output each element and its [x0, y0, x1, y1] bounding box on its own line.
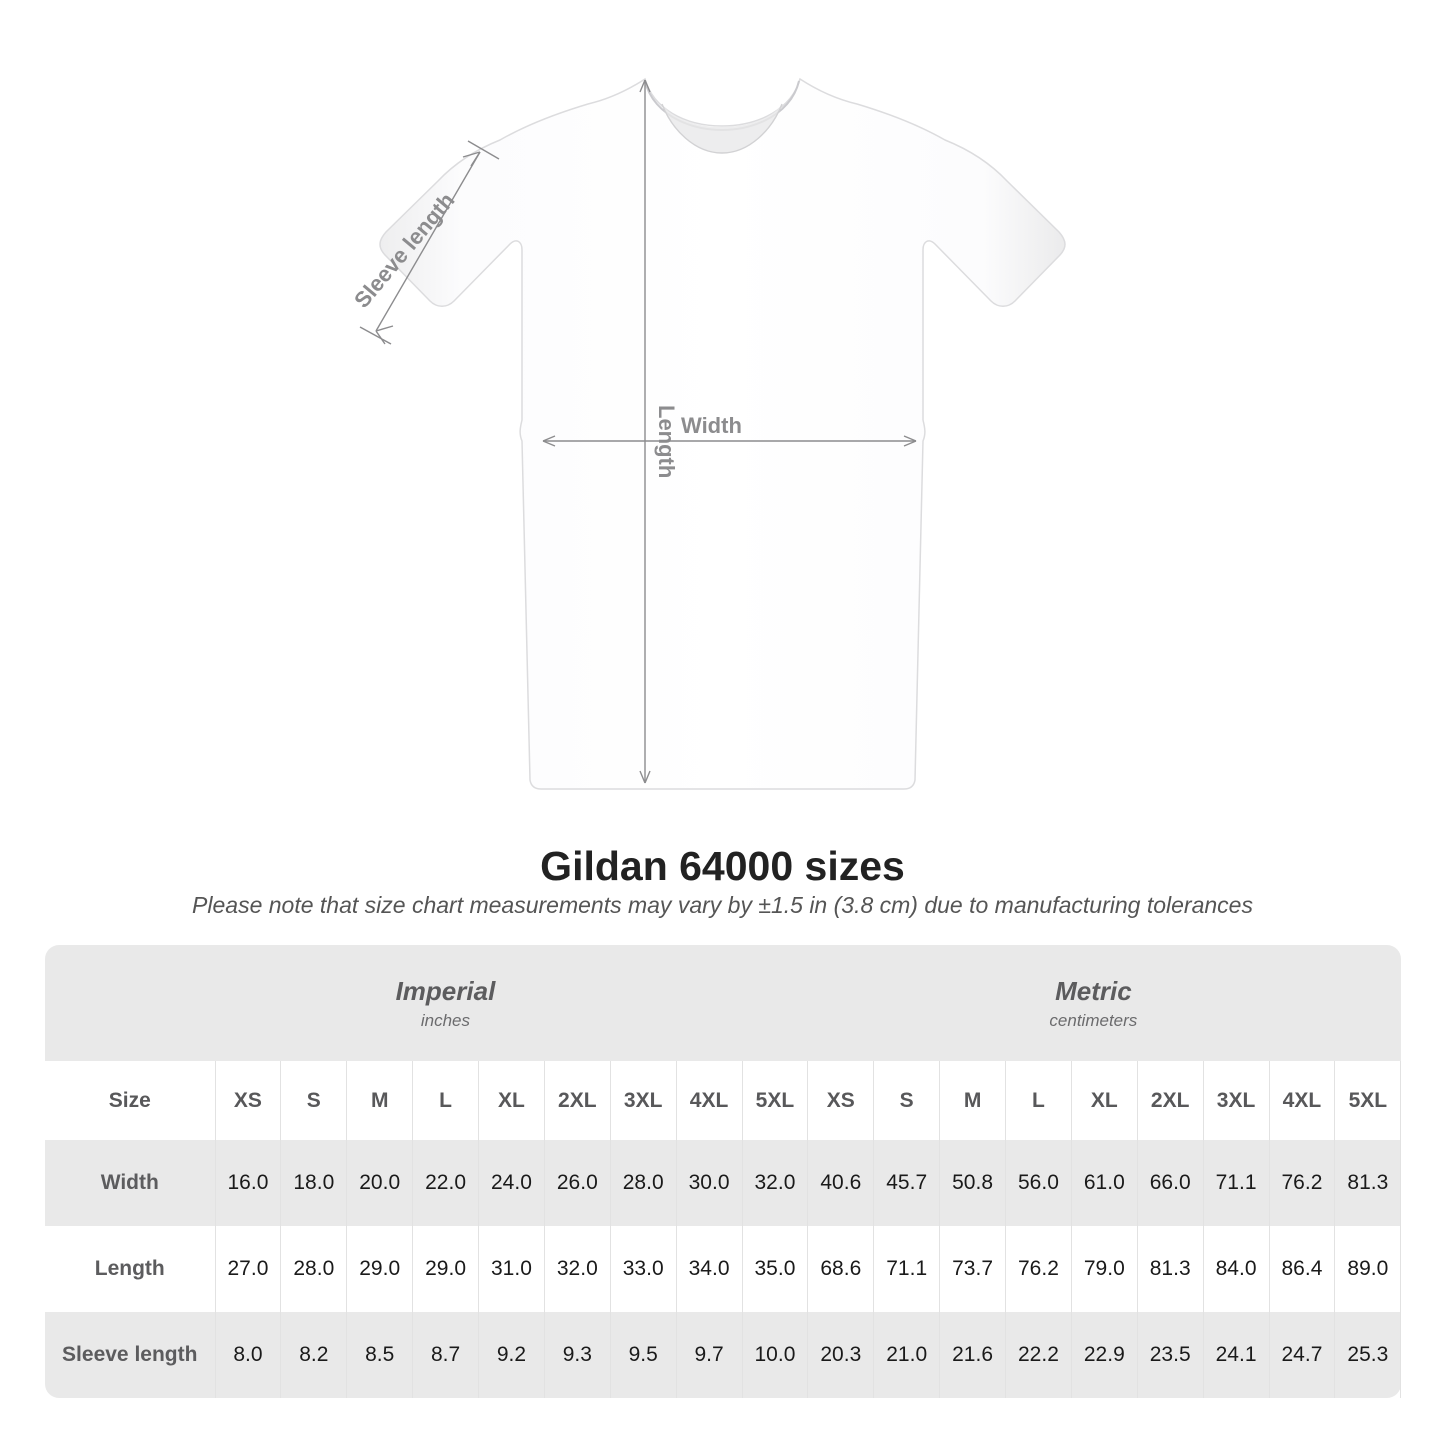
svg-text:Width: Width: [681, 413, 742, 438]
svg-text:Length: Length: [654, 405, 679, 478]
